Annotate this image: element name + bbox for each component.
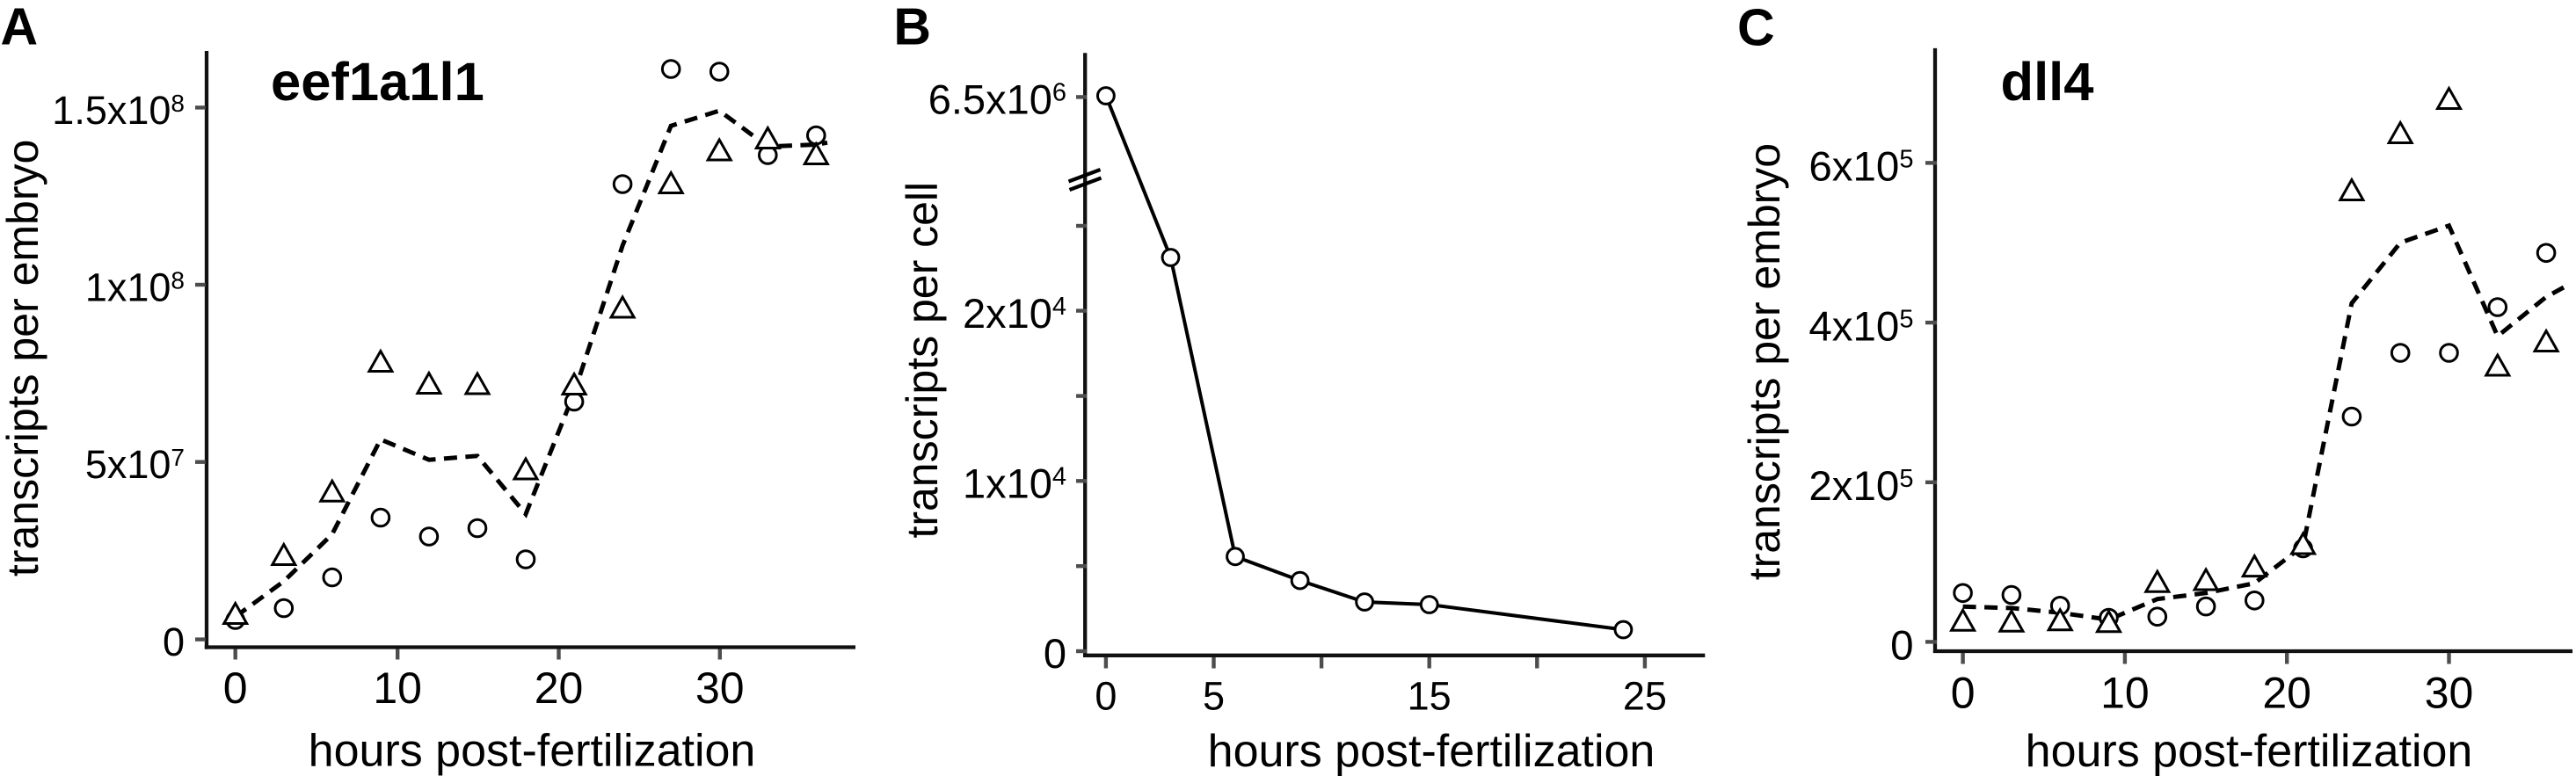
svg-text:0: 0 — [1890, 623, 1913, 670]
svg-text:5: 5 — [1203, 674, 1225, 719]
svg-text:5x107: 5x107 — [85, 442, 185, 487]
svg-text:0: 0 — [223, 663, 248, 713]
svg-text:hours post-fertilization: hours post-fertilization — [1208, 726, 1655, 777]
svg-text:transcripts per cell: transcripts per cell — [898, 182, 947, 539]
svg-text:20: 20 — [535, 663, 584, 713]
svg-text:B: B — [893, 0, 931, 56]
svg-text:dll4: dll4 — [2001, 52, 2094, 112]
svg-text:hours post-fertilization: hours post-fertilization — [309, 726, 756, 777]
svg-text:0: 0 — [1095, 674, 1117, 719]
svg-text:1x104: 1x104 — [963, 460, 1066, 507]
svg-text:20: 20 — [2262, 669, 2311, 718]
svg-text:10: 10 — [2100, 669, 2150, 718]
svg-text:30: 30 — [695, 663, 745, 713]
svg-text:2x104: 2x104 — [963, 290, 1066, 337]
svg-text:6.5x106: 6.5x106 — [928, 76, 1066, 123]
svg-text:0: 0 — [1044, 630, 1066, 677]
svg-text:eef1a1l1: eef1a1l1 — [271, 52, 484, 112]
svg-text:transcripts per embryo: transcripts per embryo — [1740, 143, 1789, 580]
svg-text:2x105: 2x105 — [1808, 463, 1913, 510]
svg-text:4x105: 4x105 — [1808, 303, 1913, 350]
svg-text:hours post-fertilization: hours post-fertilization — [2026, 726, 2473, 777]
svg-text:10: 10 — [373, 663, 422, 713]
svg-text:A: A — [1, 0, 39, 56]
svg-text:transcripts per embryo: transcripts per embryo — [0, 140, 47, 576]
svg-text:6x105: 6x105 — [1808, 144, 1913, 191]
svg-text:15: 15 — [1408, 674, 1452, 719]
svg-text:1.5x108: 1.5x108 — [52, 88, 185, 133]
svg-text:C: C — [1737, 0, 1775, 56]
svg-text:0: 0 — [163, 620, 185, 664]
svg-text:0: 0 — [1951, 669, 1976, 718]
svg-text:1x108: 1x108 — [85, 265, 185, 310]
svg-text:30: 30 — [2425, 669, 2474, 718]
svg-text:25: 25 — [1623, 674, 1667, 719]
